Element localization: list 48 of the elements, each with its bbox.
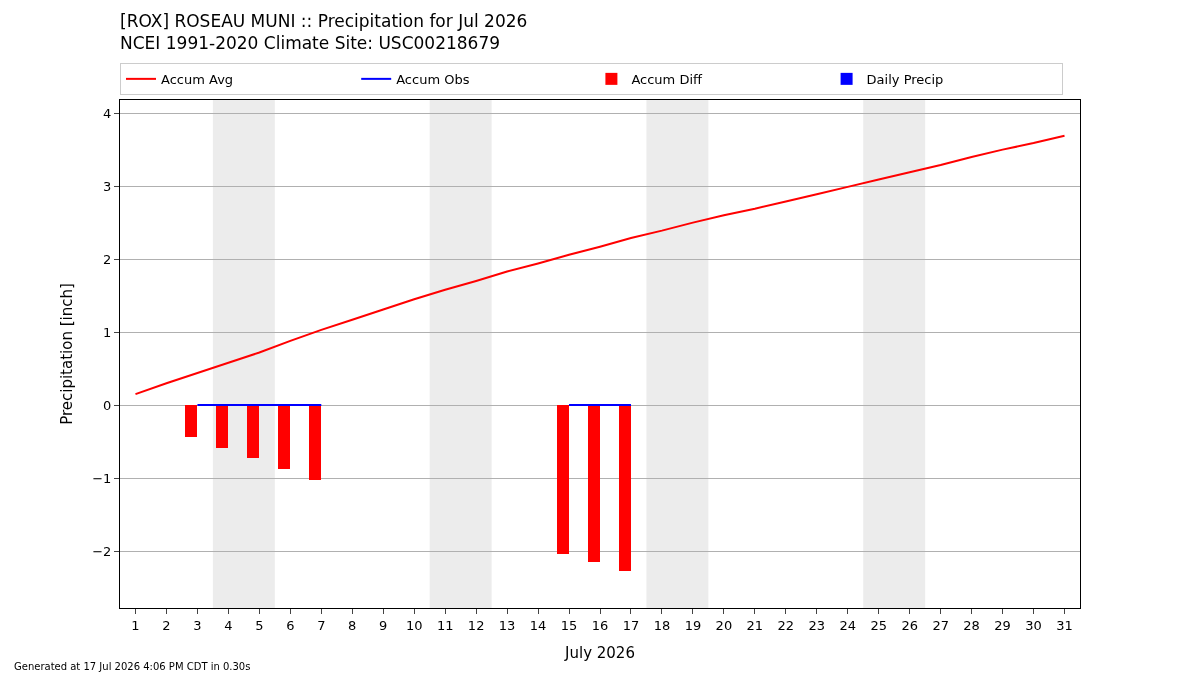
x-tick-label: 2 xyxy=(162,617,171,633)
text: Generated at 17 Jul 2026 4:06 PM CDT in 0.30s xyxy=(14,661,251,672)
x-tick-label: 26 xyxy=(901,617,918,633)
x-tick-label: 3 xyxy=(193,617,202,633)
y-tick-label: −2 xyxy=(92,543,112,559)
x-tick-label: 16 xyxy=(591,617,609,633)
x-tick-label: 27 xyxy=(932,617,949,633)
x-tick-label: 29 xyxy=(994,617,1011,633)
legend-label: Daily Precip xyxy=(866,71,944,87)
x-tick-label: 5 xyxy=(255,617,264,633)
x-tick-label: 13 xyxy=(498,617,516,633)
y-tick-label: 4 xyxy=(103,105,112,121)
legend-label: Accum Obs xyxy=(396,71,470,87)
x-tick-label: 12 xyxy=(467,617,485,633)
x-tick-label: 6 xyxy=(286,617,295,633)
chart-subtitle: NCEI 1991-2020 Climate Site: USC00218679 xyxy=(120,33,501,54)
x-tick-label: 1 xyxy=(131,617,140,633)
x-tick-label: 19 xyxy=(684,617,702,633)
x-tick-label: 28 xyxy=(963,617,980,633)
x-tick-label: 30 xyxy=(1025,617,1042,633)
x-tick-label: 9 xyxy=(379,617,388,633)
x-tick-label: 4 xyxy=(224,617,233,633)
legend-label: Accum Avg xyxy=(161,71,234,87)
x-tick-label: 21 xyxy=(746,617,764,633)
x-tick-label: 24 xyxy=(839,617,857,633)
x-tick-label: 17 xyxy=(622,617,640,633)
x-tick-label: 10 xyxy=(405,617,423,633)
x-tick-label: 22 xyxy=(777,617,795,633)
x-tick-label: 7 xyxy=(317,617,326,633)
legend-label: Accum Diff xyxy=(631,71,704,87)
y-tick-label: 2 xyxy=(103,251,112,267)
x-tick-label: 15 xyxy=(560,617,578,633)
x-tick-label: 25 xyxy=(870,617,887,633)
y-tick-label: 0 xyxy=(103,397,112,413)
x-tick-label: 14 xyxy=(529,617,547,633)
x-tick-label: 11 xyxy=(436,617,454,633)
x-tick-label: 8 xyxy=(348,617,357,633)
y-tick-label: 1 xyxy=(103,324,112,340)
y-tick-label: −1 xyxy=(92,470,112,486)
x-tick-label: 31 xyxy=(1056,617,1073,633)
x-tick-label: 23 xyxy=(808,617,826,633)
x-axis-title: July 2026 xyxy=(564,643,635,662)
x-tick-label: 20 xyxy=(715,617,733,633)
line-series xyxy=(134,134,1066,396)
x-tick-label: 18 xyxy=(653,617,671,633)
y-tick-label: 3 xyxy=(103,178,112,194)
chart-title: [ROX] ROSEAU MUNI :: Precipitation for Jul 2026 xyxy=(120,11,528,31)
y-axis-title: Precipitation [inch] xyxy=(58,283,77,425)
